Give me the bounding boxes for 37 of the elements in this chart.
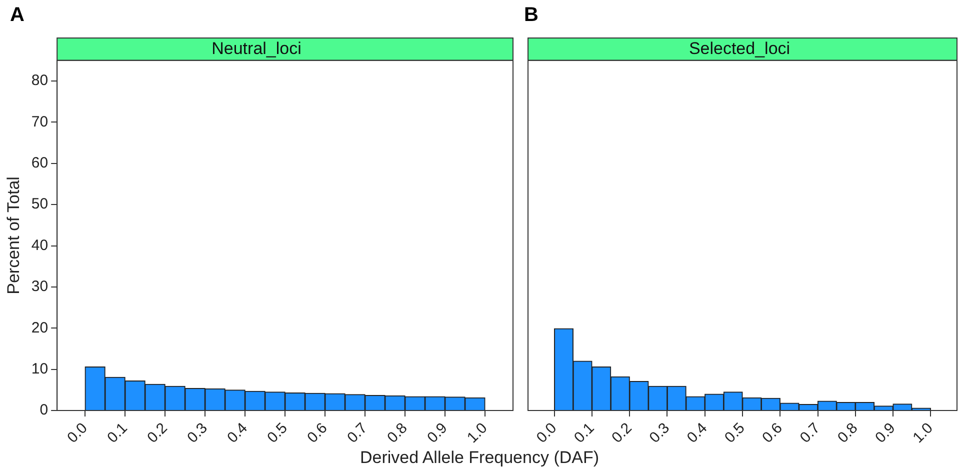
y-tick-label: 40: [31, 236, 48, 254]
text: B: [524, 4, 538, 27]
x-tick-label: 0.0: [64, 420, 91, 446]
x-tick-label: 0.3: [184, 420, 211, 446]
x-tick-label: 0.0: [533, 420, 560, 446]
x-tick-label: 0.4: [224, 420, 251, 446]
x-tick-label: 0.6: [304, 420, 331, 446]
y-tick-label: 30: [31, 278, 48, 296]
x-tick-label: 0.1: [570, 420, 598, 446]
x-tick-label: 0.2: [144, 420, 171, 446]
x-tick-label: 0.2: [608, 420, 636, 446]
x-tick-label: 0.5: [264, 420, 291, 446]
x-tick-label: 0.4: [684, 420, 711, 446]
x-tick-label: 0.8: [384, 420, 411, 446]
x-tick-label: 0.1: [104, 420, 131, 446]
x-tick-label: 0.7: [796, 420, 824, 446]
x-tick-label: 0.5: [721, 420, 748, 446]
y-tick-label: 0: [40, 402, 48, 419]
y-tick-label: 50: [31, 196, 48, 213]
y-tick-label: 20: [31, 319, 48, 336]
x-tick-label: 0.9: [872, 420, 899, 446]
y-tick-label: 70: [31, 113, 48, 130]
x-axis-title: Derived Allele Frequency (DAF): [358, 448, 600, 468]
x-tick-label: 1.0: [464, 420, 491, 446]
y-tick-label: 80: [31, 72, 48, 90]
y-tick-label: 10: [31, 360, 48, 378]
x-tick-label: 0.9: [424, 420, 451, 446]
y-axis-title: Percent of Total: [4, 176, 23, 294]
chart-title: Neutral_loci: [212, 38, 302, 58]
x-tick-label: 1.0: [910, 420, 936, 446]
x-tick-label: 0.6: [759, 420, 786, 446]
chart-title: Selected_loci: [688, 38, 790, 58]
text: A: [10, 4, 24, 27]
y-tick-label: 60: [31, 154, 48, 172]
x-tick-label: 0.3: [646, 420, 673, 446]
x-tick-label: 0.7: [344, 420, 371, 446]
x-tick-label: 0.8: [834, 420, 862, 446]
